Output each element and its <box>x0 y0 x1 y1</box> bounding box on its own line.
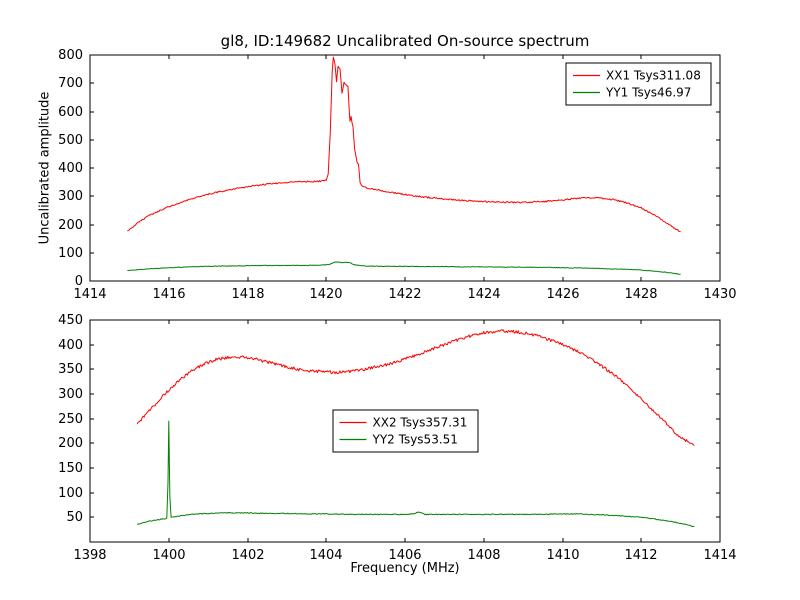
subplot-1: 1414 1416 1418 1420 1422 1424 1426 1428 1430 0 100… <box>58 48 736 302</box>
x-tick-label: 1428 <box>624 287 657 302</box>
y-tick-label: 300 <box>58 387 83 402</box>
subplot-2: 1398 1400 1402 1404 1406 1408 1410 1412 1414 50 10… <box>58 313 736 563</box>
x-tick-label: 1408 <box>467 548 500 563</box>
y-tick-label: 500 <box>58 133 83 148</box>
x-tick-label: 1400 <box>152 548 185 563</box>
series-line-xx2 <box>136 329 695 446</box>
x-tick-label: 1414 <box>73 287 106 302</box>
x-axis-label: Frequency (MHz) <box>350 561 460 576</box>
series-line-yy1 <box>127 261 681 275</box>
legend-label: YY2 Tsys53.51 <box>372 433 458 447</box>
legend: XX1 Tsys311.08 YY1 Tsys46.97 <box>565 62 712 106</box>
x-tick-label: 1406 <box>388 548 421 563</box>
y-tick-label: 400 <box>58 338 83 353</box>
figure-title: gl8, ID:149682 Uncalibrated On-source sp… <box>220 32 590 50</box>
x-tick-label: 1416 <box>152 287 185 302</box>
legend-label: XX2 Tsys357.31 <box>373 416 468 430</box>
legend-label: YY1 Tsys46.97 <box>605 86 691 100</box>
y-tick-label: 100 <box>58 246 83 261</box>
x-tick-label: 1412 <box>624 548 657 563</box>
legend: XX2 Tsys357.31 YY2 Tsys53.51 <box>332 409 479 453</box>
y-tick-label: 800 <box>58 48 83 63</box>
series-line-yy2 <box>136 420 695 528</box>
y-tick-label: 50 <box>66 510 83 525</box>
y-tick-label: 200 <box>58 436 83 451</box>
y-tick-label: 300 <box>58 189 83 204</box>
x-tick-label: 1410 <box>546 548 579 563</box>
y-tick-label: 450 <box>58 313 83 328</box>
y-tick-label: 200 <box>58 218 83 233</box>
series-line-xx1 <box>127 56 681 232</box>
x-tick-label: 1418 <box>231 287 264 302</box>
x-tick-label: 1426 <box>546 287 579 302</box>
legend-box <box>332 409 479 453</box>
y-tick-label: 250 <box>58 412 83 427</box>
y-axis-label: Uncalibrated amplitude <box>37 91 53 245</box>
y-tick-label: 100 <box>58 486 83 501</box>
x-tick-label: 1414 <box>703 548 736 563</box>
x-tick-label: 1430 <box>703 287 736 302</box>
y-tick-label: 350 <box>58 362 83 377</box>
y-tick-label: 150 <box>58 461 83 476</box>
y-tick-label: 600 <box>58 105 83 120</box>
x-tick-label: 1424 <box>467 287 500 302</box>
x-tick-label: 1398 <box>73 548 106 563</box>
x-tick-label: 1420 <box>309 287 342 302</box>
x-tick-label: 1402 <box>231 548 264 563</box>
y-tick-label: 0 <box>75 274 83 289</box>
legend-box <box>565 62 712 106</box>
x-tick-label: 1422 <box>388 287 421 302</box>
legend-label: XX1 Tsys311.08 <box>606 69 701 83</box>
y-tick-label: 700 <box>58 76 83 91</box>
x-tick-label: 1404 <box>309 548 342 563</box>
y-tick-label: 400 <box>58 161 83 176</box>
